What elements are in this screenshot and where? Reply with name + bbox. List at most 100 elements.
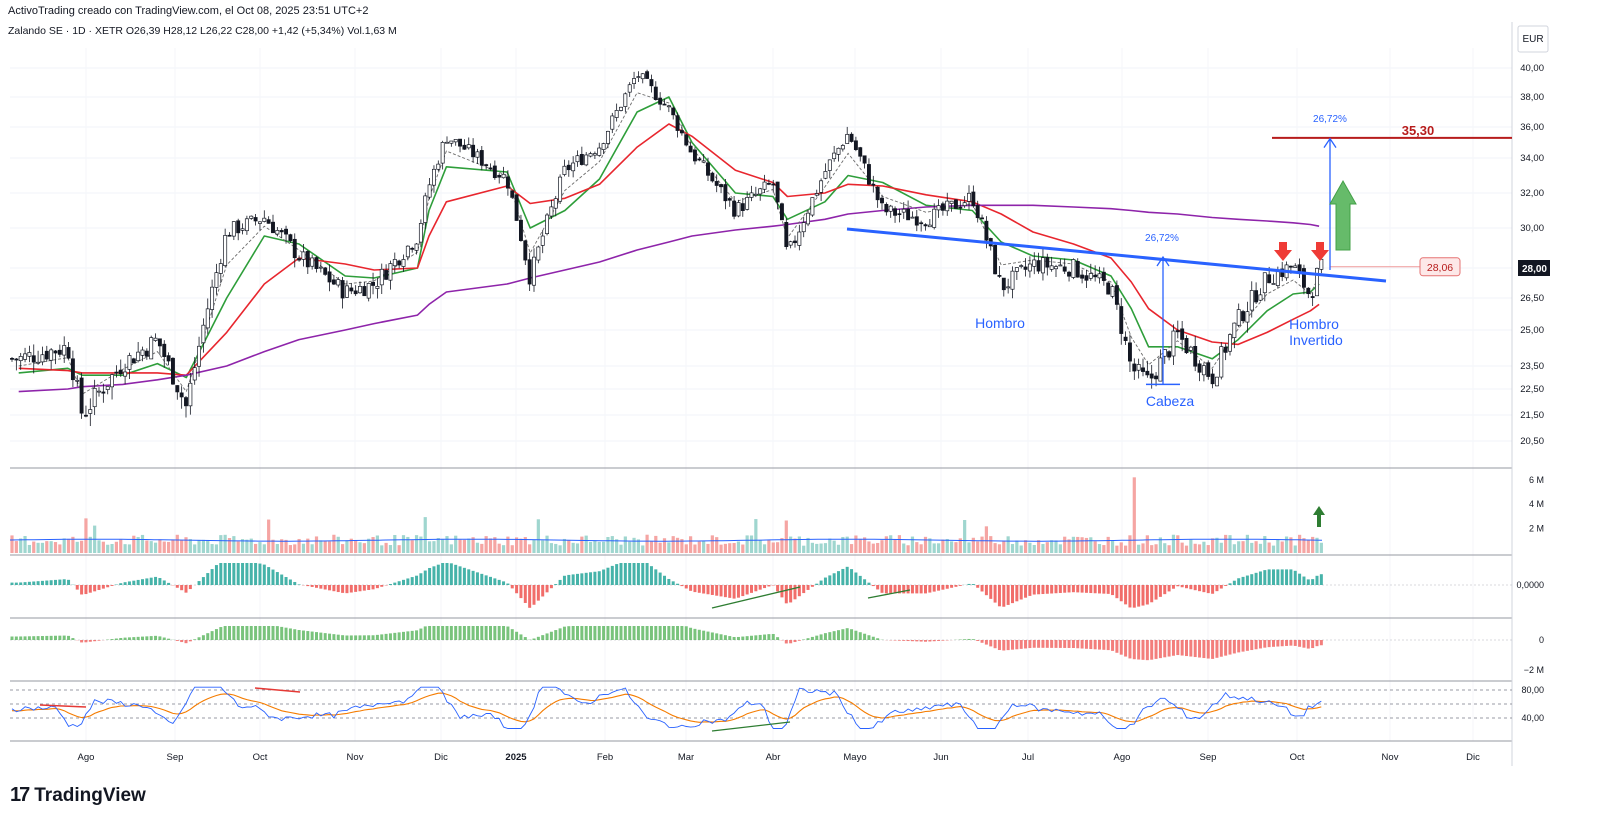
price-axis[interactable]: 40,00 38,00 36,00 34,00 32,00 30,00 28,00 26,50… <box>1511 22 1550 766</box>
volume-bar <box>941 539 945 553</box>
candle-body <box>788 241 793 246</box>
candle-body <box>1071 259 1076 278</box>
osc1-bar <box>228 563 231 585</box>
osc2-bar <box>1011 640 1014 650</box>
osc1-bar <box>867 582 871 585</box>
volume-bar <box>227 538 232 553</box>
candle-body <box>171 357 175 385</box>
osc2-bar <box>1158 640 1162 659</box>
volume-bar <box>606 537 610 553</box>
osc2-bar <box>58 635 62 640</box>
osc1-bar <box>380 585 384 587</box>
volume-bar <box>84 518 88 553</box>
osc1-bar <box>119 583 123 585</box>
volume-bar <box>219 535 223 553</box>
rsi-tick-label: 80,00 <box>1521 685 1544 695</box>
volume-bar <box>784 520 788 553</box>
volume-bar <box>32 541 36 553</box>
candle-body <box>940 203 945 211</box>
label-cabeza: Cabeza <box>1146 393 1194 409</box>
volume-bar <box>1110 540 1115 553</box>
osc2-bar <box>45 635 49 640</box>
osc1-bar <box>1280 569 1284 585</box>
osc1-bar <box>1176 585 1180 587</box>
osc2-bar <box>1067 640 1071 648</box>
osc2-bar <box>649 626 653 640</box>
osc2-bar <box>1250 640 1254 651</box>
osc1-bar <box>850 569 854 585</box>
candle-body <box>244 218 249 232</box>
volume-bar <box>349 538 353 553</box>
candle-body <box>36 361 41 364</box>
osc2-tick-label: −2 M <box>1524 665 1544 675</box>
price-tick-label: 34,00 <box>1520 153 1544 164</box>
osc2-bar <box>793 640 797 643</box>
volume-bar <box>549 543 553 553</box>
volume-bar <box>441 539 445 553</box>
candle-body <box>475 151 480 158</box>
time-axis[interactable]: Ago Sep Oct Nov Dic 2025 Feb Mar Abr Mayo Jun Jul Ag… <box>78 752 1481 763</box>
candle-body <box>1258 294 1263 301</box>
osc2-bar <box>1202 640 1206 659</box>
volume-bar <box>380 545 384 553</box>
osc1-bar <box>449 563 453 585</box>
candle-body <box>623 93 628 107</box>
rsi-divergence-line <box>254 687 301 693</box>
osc2-bar <box>445 626 449 640</box>
volume-bar <box>971 537 975 553</box>
candle-body <box>1210 373 1215 385</box>
osc1-bar <box>1293 570 1297 585</box>
volume-bar <box>23 536 27 553</box>
volume-bar <box>745 535 749 553</box>
volume-bar <box>454 535 458 553</box>
volume-bar <box>1128 535 1132 553</box>
osc2-bar <box>1272 640 1275 647</box>
tv-logo-icon: 17 <box>10 784 30 806</box>
osc1-bar <box>497 579 501 585</box>
candle-body <box>945 200 950 212</box>
osc1-bar <box>1180 585 1184 588</box>
osc1-bar <box>1058 585 1062 593</box>
candle-body <box>240 228 245 231</box>
candle-body <box>1119 306 1124 334</box>
osc1-bar <box>545 585 549 593</box>
volume-bar <box>723 543 727 553</box>
candle-body <box>1301 268 1306 288</box>
symbol-name[interactable]: Zalando SE · 1D · XETR <box>8 25 123 37</box>
osc2-bar <box>710 632 714 640</box>
osc2-bar <box>127 637 131 640</box>
candle-body <box>884 203 889 213</box>
candle-body <box>97 390 101 393</box>
osc1-bar <box>597 571 601 585</box>
osc1-bar <box>697 585 701 593</box>
candle-body <box>919 222 924 225</box>
osc1-bar <box>1006 585 1010 605</box>
osc1-bar <box>897 585 901 594</box>
osc2-bar <box>141 636 144 640</box>
osc1-bar <box>823 577 827 585</box>
candle-body <box>223 235 228 266</box>
osc2-bar <box>823 633 827 640</box>
candle-body <box>149 337 154 360</box>
price-tick-label: 20,50 <box>1520 436 1544 447</box>
volume-bar <box>332 534 336 553</box>
volume-bar <box>358 542 362 553</box>
volume-bar <box>619 544 623 553</box>
month-label: Dic <box>434 752 448 763</box>
volume-bar <box>249 538 253 553</box>
osc1-bar <box>406 578 410 585</box>
candle-body <box>184 397 188 407</box>
volume-bar <box>184 537 188 553</box>
osc1-bar <box>328 585 332 591</box>
volume-bar <box>1315 537 1319 553</box>
osc1-bar <box>1245 575 1249 585</box>
candle-body <box>1058 264 1063 267</box>
osc2-bar <box>876 638 880 640</box>
red-arrow-down-icon <box>1274 242 1292 261</box>
volume-bar <box>923 536 928 553</box>
osc1-bar <box>1232 580 1236 585</box>
osc1-bar <box>1302 576 1306 585</box>
osc2-bar <box>49 635 53 640</box>
osc2-bar <box>480 626 484 640</box>
